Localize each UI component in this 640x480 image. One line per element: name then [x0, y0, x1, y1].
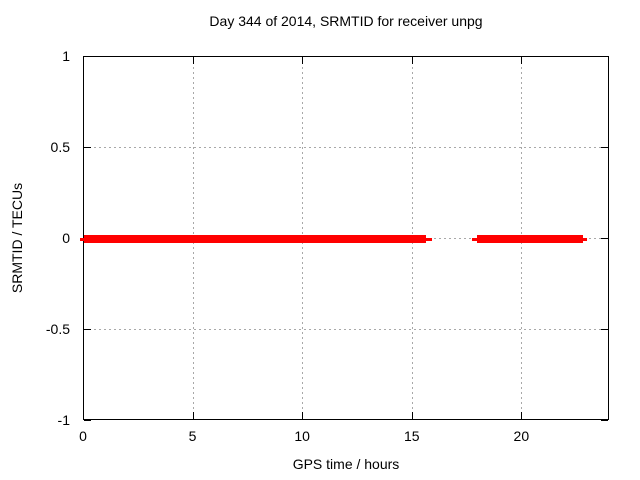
xtick-mark-top-15: [411, 57, 413, 64]
series-SRMTID-segment-2: [425, 237, 433, 241]
ytick-mark-right-0.5: [601, 147, 608, 148]
series-SRMTID-segment-0: [80, 237, 84, 241]
xtick-label-10: 10: [294, 428, 310, 444]
ytick-mark-right-0: [601, 238, 608, 239]
xtick-mark-top-10: [302, 57, 304, 64]
xtick-mark-top-5: [192, 57, 194, 64]
series-SRMTID-segment-3: [471, 237, 478, 241]
ytick-mark-left-1: [84, 56, 91, 57]
xtick-mark-bottom-10: [302, 412, 304, 419]
ytick-mark-left-0.5: [84, 147, 91, 148]
ytick-mark-right--0.5: [601, 329, 608, 330]
xtick-mark-bottom-15: [411, 412, 413, 419]
chart-title: Day 344 of 2014, SRMTID for receiver unp…: [209, 13, 483, 29]
ytick-mark-left--1: [84, 420, 91, 421]
ytick-label-1: 1: [62, 48, 70, 64]
xtick-label-0: 0: [79, 428, 87, 444]
series-SRMTID-segment-5: [582, 237, 587, 241]
xtick-mark-top-20: [521, 57, 523, 64]
series-SRMTID-segment-4: [477, 235, 583, 243]
plot-area: [80, 56, 609, 421]
xtick-mark-bottom-5: [192, 412, 194, 419]
xtick-mark-bottom-20: [521, 412, 523, 419]
xtick-label-5: 5: [188, 428, 197, 444]
xtick-mark-top-0: [83, 57, 84, 64]
series-SRMTID-segment-1: [84, 235, 426, 243]
ytick-mark-right--1: [601, 420, 608, 421]
x-axis-title: GPS time / hours: [292, 456, 400, 472]
gridline-y-0.5: [84, 147, 608, 148]
ytick-mark-right-1: [601, 56, 608, 57]
xtick-mark-bottom-0: [83, 412, 84, 419]
ytick-label--0.5: -0.5: [45, 321, 70, 337]
ytick-label--1: -1: [57, 412, 70, 428]
ytick-label-0.5: 0.5: [50, 139, 70, 155]
xtick-label-20: 20: [513, 428, 530, 444]
xtick-label-15: 15: [403, 428, 420, 444]
ytick-label-0: 0: [62, 230, 70, 246]
gridline-y--0.5: [84, 329, 608, 330]
ytick-mark-left--0.5: [84, 329, 91, 330]
